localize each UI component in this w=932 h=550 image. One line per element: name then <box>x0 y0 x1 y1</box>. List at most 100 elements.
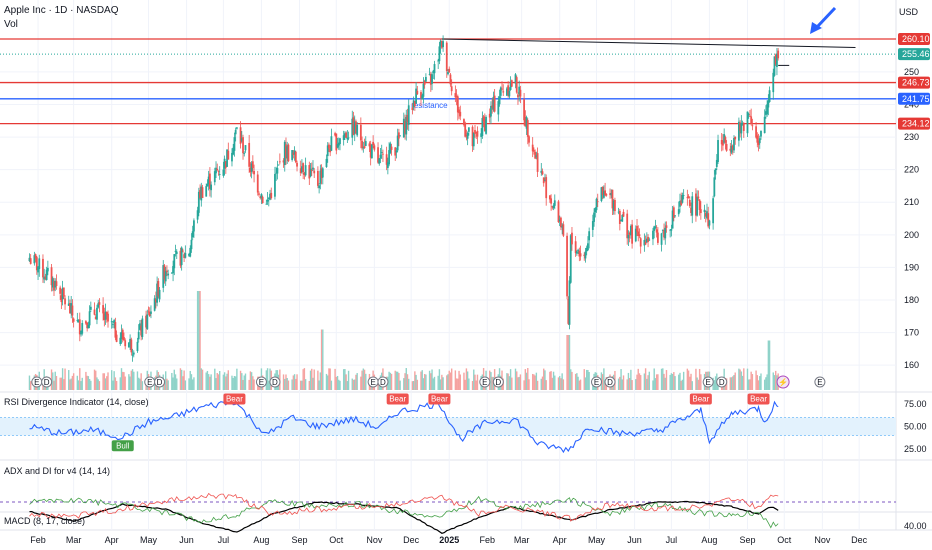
volume-bar <box>741 375 744 390</box>
volume-bar <box>449 372 452 390</box>
candle-body <box>234 130 237 135</box>
volume-bar <box>345 374 347 390</box>
candle-body <box>123 337 125 341</box>
candle-body <box>729 148 732 151</box>
event-marker-E: E <box>144 376 156 388</box>
volume-bar <box>697 379 700 390</box>
candle-body <box>498 96 501 105</box>
volume-bar <box>508 376 511 390</box>
rsi-tick-label: 25.00 <box>904 444 927 454</box>
candle-body <box>768 90 771 103</box>
volume-bar <box>412 381 415 390</box>
candle-body <box>731 145 734 150</box>
volume-bar <box>29 381 32 390</box>
candle-body <box>515 77 518 93</box>
candle-body <box>497 101 500 115</box>
adx-pane-title[interactable]: ADX and DI for v4 (14, 14) <box>4 466 111 476</box>
volume-bar <box>234 376 237 390</box>
candle-body <box>55 281 58 287</box>
candle-body <box>575 251 578 254</box>
adx-line-di_plus <box>29 495 779 529</box>
volume-bar <box>188 378 190 390</box>
candle-body <box>179 250 182 266</box>
candle-body <box>371 144 373 159</box>
volume-bar <box>347 370 350 390</box>
candle-body <box>35 257 38 271</box>
candle-body <box>240 138 243 141</box>
rsi-badge-bg <box>689 393 712 405</box>
volume-bar <box>536 380 539 390</box>
rsi-badge-text: Bear <box>389 395 406 404</box>
volume-bar <box>362 368 365 390</box>
rsi-pane-title[interactable]: RSI Divergence Indicator (14, close) <box>4 397 149 407</box>
candle-body <box>336 144 339 148</box>
candle-body <box>680 200 683 206</box>
candle-body <box>671 210 674 229</box>
candle-body <box>688 199 691 207</box>
volume-bar <box>233 376 236 390</box>
volume-bar <box>730 377 733 390</box>
volume-bars <box>28 291 779 390</box>
volume-bar <box>622 375 625 390</box>
candle-body <box>145 315 147 328</box>
time-tick-label: Feb <box>480 535 496 545</box>
candle-body <box>697 196 700 199</box>
symbol-title[interactable]: Apple Inc · 1D · NASDAQ <box>4 5 119 16</box>
candle-body <box>227 150 230 160</box>
macd-pane-title[interactable]: MACD (8, 17, close) <box>4 516 86 526</box>
candle-body <box>250 163 253 172</box>
arrow-head <box>810 22 822 34</box>
event-label: E <box>482 378 487 387</box>
candle-body <box>208 173 211 189</box>
rsi-tick-label: 75.00 <box>904 399 927 409</box>
candle-body <box>154 299 157 303</box>
volume-bar <box>403 378 405 390</box>
candle-body <box>686 197 689 199</box>
candle-body <box>173 254 176 269</box>
candle-body <box>43 276 46 280</box>
volume-bar <box>554 375 556 390</box>
candle-body <box>321 168 324 178</box>
candle-body <box>712 198 715 224</box>
candle-body <box>325 158 328 168</box>
candle-body <box>714 168 717 175</box>
level-label-text: 246.73 <box>902 78 930 88</box>
candle-body <box>256 174 259 193</box>
volume-bar <box>408 378 410 390</box>
volume-bar <box>421 370 423 390</box>
candle-body <box>287 144 290 162</box>
candle-body <box>157 281 160 297</box>
candle-body <box>233 137 236 151</box>
volume-bar <box>137 377 140 390</box>
volume-bar <box>571 371 573 390</box>
candle-body <box>493 95 496 112</box>
candle-body <box>674 215 676 217</box>
candle-body <box>249 167 252 173</box>
candle-body <box>38 258 41 270</box>
currency-label[interactable]: USD <box>898 7 918 17</box>
candle-body <box>591 221 594 230</box>
candle-body <box>610 192 613 196</box>
candle-body <box>72 318 75 322</box>
volume-bar <box>751 374 754 390</box>
candle-body <box>474 130 476 134</box>
event-marker-D: D <box>41 376 53 388</box>
volume-bar <box>439 379 442 390</box>
level-label-246.73: 246.73 <box>898 76 930 89</box>
volume-bar <box>193 377 195 390</box>
volume-bar <box>93 369 96 390</box>
volume-bar <box>468 378 470 390</box>
candle-body <box>634 228 637 242</box>
candle-body <box>571 232 573 245</box>
candle-body <box>304 165 307 176</box>
candle-body <box>605 193 608 196</box>
rsi-badge-bull: Bull <box>111 440 134 452</box>
candle-body <box>319 170 322 184</box>
candle-body <box>181 250 184 252</box>
candle-body <box>70 303 73 314</box>
candle-body <box>737 121 740 141</box>
candle-body <box>347 137 350 139</box>
volume-bar <box>81 377 83 390</box>
candle-body <box>115 334 118 342</box>
